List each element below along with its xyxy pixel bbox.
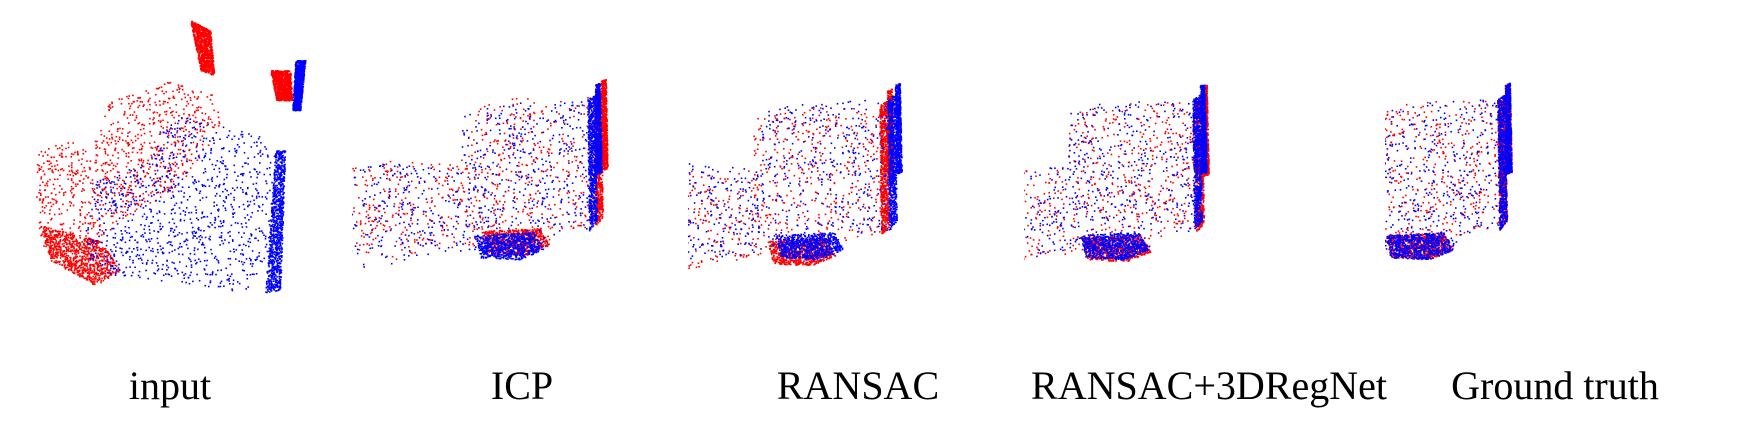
target-points: [1024, 84, 1208, 261]
point-cloud-ransac: [688, 83, 903, 269]
caption-ransac-3dregnet: RANSAC+3DRegNet: [1024, 362, 1394, 410]
caption-icp: ICP: [352, 362, 692, 410]
target-points: [85, 60, 307, 294]
panel-input: input: [0, 0, 340, 429]
target-points: [688, 83, 903, 261]
caption-input: input: [0, 362, 340, 410]
target-points: [1385, 82, 1513, 261]
caption-ground-truth: Ground truth: [1385, 362, 1725, 410]
panel-icp: ICP: [352, 0, 692, 429]
panel-ransac-3dregnet: RANSAC+3DRegNet: [1024, 0, 1394, 429]
panel-ground-truth: Ground truth: [1385, 0, 1725, 429]
point-cloud-ransac-3dregnet: [1024, 84, 1210, 262]
point-cloud-input: [36, 20, 307, 294]
point-cloud-ground-truth: [1385, 82, 1513, 261]
caption-ransac: RANSAC: [688, 362, 1028, 410]
point-cloud-icp: [352, 79, 609, 268]
source-points: [352, 79, 609, 260]
panel-ransac: RANSAC: [688, 0, 1028, 429]
target-points: [352, 83, 603, 268]
source-points: [36, 20, 294, 286]
